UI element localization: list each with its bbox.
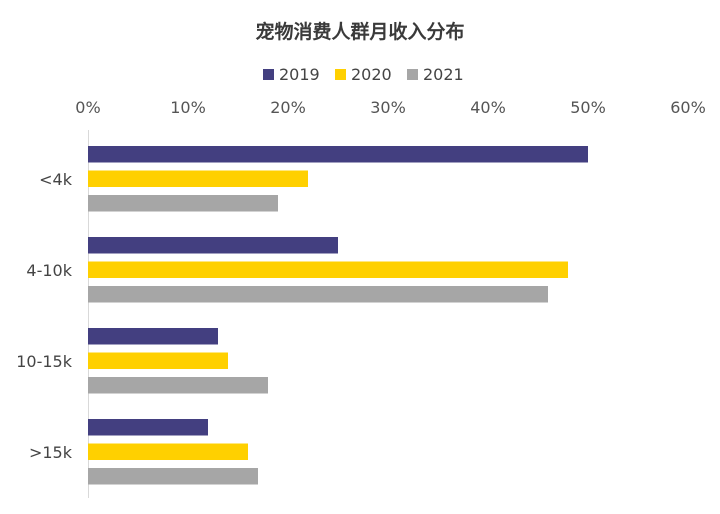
bar-2019-1: [88, 237, 338, 254]
bar-2020-2: [88, 352, 228, 369]
legend: 2019 2020 2021: [263, 65, 464, 84]
bar-2021-3: [88, 468, 258, 485]
x-tick-label: 40%: [470, 98, 506, 117]
category-label: 4-10k: [26, 261, 72, 280]
bar-2021-0: [88, 195, 278, 212]
legend-label-2019: 2019: [279, 65, 320, 84]
bar-2019-3: [88, 419, 208, 436]
category-label: 10-15k: [16, 352, 72, 371]
x-tick-label: 50%: [570, 98, 606, 117]
category-label: <4k: [39, 170, 73, 189]
bar-2019-0: [88, 146, 588, 163]
legend-label-2020: 2020: [351, 65, 392, 84]
bar-2021-2: [88, 377, 268, 394]
category-label: >15k: [29, 443, 73, 462]
x-tick-label: 0%: [75, 98, 100, 117]
chart-title: 宠物消费人群月收入分布: [255, 20, 464, 43]
legend-label-2021: 2021: [423, 65, 464, 84]
category-labels: <4k 4-10k 10-15k >15k: [16, 170, 73, 462]
bar-2020-1: [88, 261, 568, 278]
x-axis-ticks: 0% 10% 20% 30% 40% 50% 60%: [75, 98, 705, 117]
x-tick-label: 20%: [270, 98, 306, 117]
bar-2020-0: [88, 170, 308, 187]
legend-swatch-2020: [335, 69, 346, 80]
legend-swatch-2021: [407, 69, 418, 80]
legend-swatch-2019: [263, 69, 274, 80]
x-tick-label: 10%: [170, 98, 206, 117]
bar-2020-3: [88, 443, 248, 460]
x-tick-label: 60%: [670, 98, 706, 117]
bars: [88, 146, 588, 485]
x-tick-label: 30%: [370, 98, 406, 117]
bar-2021-1: [88, 286, 548, 303]
bar-2019-2: [88, 328, 218, 345]
